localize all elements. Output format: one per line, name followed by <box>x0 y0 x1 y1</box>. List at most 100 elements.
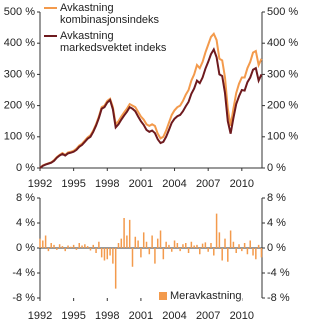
bar <box>100 248 103 258</box>
y-tick-label: 100 % <box>4 131 35 143</box>
y2-tick-label: 100 % <box>267 131 298 143</box>
bar <box>179 248 181 252</box>
bar <box>44 235 47 248</box>
x-tick-label: 2004 <box>162 310 186 322</box>
x-tick-label: 1995 <box>61 310 85 322</box>
bar <box>92 244 95 248</box>
page: 0 % 0 % 100 % 100 % 200 % 200 % 300 % 300 % 400 … <box>4 2 299 322</box>
x-tick-label: 2001 <box>129 178 153 190</box>
bar <box>56 248 58 250</box>
y-tick-label: 0 % <box>16 242 35 254</box>
bar <box>255 248 257 260</box>
bar <box>235 248 237 253</box>
bar <box>190 241 193 248</box>
x-tick-label: 1998 <box>95 178 119 190</box>
legend-label: Meravkastning <box>170 290 242 302</box>
bar <box>156 238 159 248</box>
bar <box>95 248 97 253</box>
bar <box>39 238 41 248</box>
y2-tick-label: 0 % <box>267 162 286 174</box>
y2-tick-label: 0 % <box>267 242 286 254</box>
bar <box>151 235 153 248</box>
bar <box>86 246 89 248</box>
bar <box>103 248 106 261</box>
bar <box>128 219 131 248</box>
bar <box>123 218 125 248</box>
bar <box>210 243 212 248</box>
bar <box>257 244 260 248</box>
x-tick-label: 2007 <box>196 178 220 190</box>
bar <box>50 243 52 248</box>
y2-tick-label: -4 % <box>267 267 290 279</box>
bar <box>148 248 151 255</box>
x-tick-label: 2007 <box>196 310 220 322</box>
y2-tick-label: 8 % <box>267 192 286 204</box>
legend-swatch <box>159 292 167 300</box>
bar <box>84 244 86 248</box>
bar <box>137 240 139 248</box>
bar <box>252 248 254 256</box>
bar <box>72 244 75 248</box>
bar <box>117 243 120 248</box>
bar <box>173 240 176 248</box>
bar <box>89 248 92 251</box>
y-tick-label: 300 % <box>4 68 35 80</box>
bar <box>131 248 134 267</box>
bar <box>114 248 117 289</box>
bar <box>187 248 190 253</box>
bar <box>246 248 249 255</box>
bar <box>241 248 243 252</box>
bar <box>112 248 114 264</box>
x-tick-label: 1998 <box>95 310 119 322</box>
legend-label: Avkastning kombinasjonsindeks <box>60 2 185 26</box>
y-tick-label: 200 % <box>4 100 35 112</box>
bar <box>134 236 137 248</box>
bar <box>75 248 78 250</box>
y2-tick-label: -8 % <box>267 292 290 304</box>
bar <box>221 248 223 261</box>
bar <box>140 248 142 258</box>
bar <box>47 248 50 252</box>
bar <box>243 243 246 248</box>
bar <box>159 230 162 248</box>
y2-tick-label: 300 % <box>267 68 298 80</box>
bar <box>98 241 100 248</box>
x-tick-label: 1992 <box>28 310 52 322</box>
bar <box>120 238 123 248</box>
bar <box>207 248 209 252</box>
y-tick-label: -4 % <box>12 267 35 279</box>
bar <box>185 243 187 248</box>
bar <box>61 246 64 248</box>
bar <box>199 248 201 255</box>
bar <box>78 243 80 248</box>
x-tick-label: 1995 <box>61 178 85 190</box>
chart: 0 % 0 % 100 % 100 % 200 % 200 % 300 % 300 % 400 … <box>4 6 299 322</box>
legend-label: Avkastning markedsvektet indeks <box>60 30 185 54</box>
x-tick-label: 2010 <box>230 310 254 322</box>
x-tick-label: 1992 <box>28 178 52 190</box>
bar <box>176 243 179 248</box>
bar <box>42 240 44 248</box>
y-tick-label: -8 % <box>12 292 35 304</box>
bar <box>154 248 156 264</box>
bar <box>53 244 55 248</box>
y-tick-label: 8 % <box>16 192 35 204</box>
bar <box>64 248 66 252</box>
x-tick-label: 2001 <box>129 310 153 322</box>
bar <box>229 230 232 248</box>
bar <box>201 243 204 248</box>
y-tick-label: 500 % <box>4 6 35 18</box>
bar <box>67 245 69 248</box>
bar <box>58 244 61 248</box>
y-tick-label: 0 % <box>16 162 35 174</box>
bar <box>165 241 167 248</box>
bar <box>170 248 173 252</box>
bar <box>260 248 263 258</box>
y2-tick-label: 4 % <box>267 217 286 229</box>
bar <box>81 245 83 248</box>
bar <box>238 244 240 248</box>
x-tick-label: 2004 <box>162 178 186 190</box>
series-line <box>39 47 263 169</box>
bar <box>218 232 221 248</box>
bar <box>145 241 148 248</box>
